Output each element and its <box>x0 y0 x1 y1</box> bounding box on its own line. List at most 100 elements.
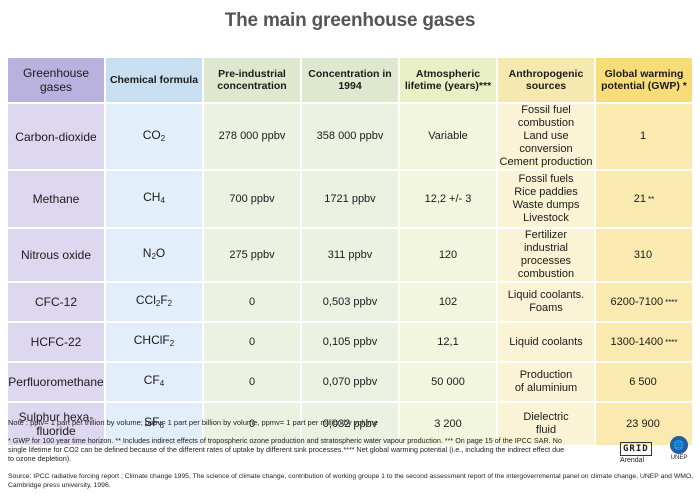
formula-subscript: 2 <box>155 299 161 308</box>
gwp-value: 6200-7100 <box>610 295 664 308</box>
sources-cell: Liquid coolants <box>498 323 594 361</box>
pre-industrial-value: 0 <box>248 417 256 430</box>
gwp-cell: 6200-7100 **** <box>596 283 692 321</box>
table-row: CFC-12 CCl2F2 0 0,503 ppbv 102 Liquid coolant… <box>8 283 692 321</box>
pre-industrial-value: 0 <box>248 335 256 348</box>
concentration-1994-value: 0,503 ppbv <box>322 295 378 308</box>
sources-cell: Dielectric fluid <box>498 403 594 445</box>
gwp-cell: 6 500 <box>596 363 692 401</box>
concentration-1994-value: 358 000 ppbv <box>316 130 384 142</box>
formula-base: CF <box>143 373 160 387</box>
concentration-1994-cell: 0,503 ppbv <box>302 283 398 321</box>
table-row: Methane CH4 700 ppbv 1721 ppbv 12,2 +/- 3 Fos… <box>8 171 692 227</box>
gas-name: Nitrous oxide <box>20 248 92 262</box>
sources-cell: Fossil fuels Rice paddies Waste dumps Lives… <box>498 171 594 227</box>
lifetime-value: Variable <box>428 130 468 142</box>
lifetime-value: 120 <box>438 248 458 261</box>
source-line: Rice paddies <box>514 186 578 198</box>
table-row: Sulphur hexa-fluoride SF6 0 0,032 ppbv 3 200… <box>8 403 692 445</box>
lifetime-value: 12,1 <box>437 335 459 348</box>
lifetime-value: 12,2 +/- 3 <box>424 192 472 205</box>
source-line: Production <box>519 369 573 381</box>
header-greenhouse-gases: Greenhouse gases <box>8 58 104 102</box>
formula-base: CH <box>143 190 161 204</box>
header-anthropogenic-sources: Anthropogenic sources <box>498 58 594 102</box>
lifetime-cell: 3 200 <box>400 403 496 445</box>
table-row: Nitrous oxide N2O 275 ppbv 311 ppbv 120 Ferti… <box>8 229 692 281</box>
lifetime-cell: 12,2 +/- 3 <box>400 171 496 227</box>
source-line: combustion <box>517 268 575 280</box>
source-line: Livestock <box>523 212 569 224</box>
header-pre-industrial: Pre-industrial concentration <box>204 58 300 102</box>
pre-industrial-value: 278 000 ppbv <box>218 130 286 142</box>
formula-base: CCl <box>135 293 156 307</box>
gwp-footnote-mark: **** <box>665 337 678 347</box>
gwp-value: 21 <box>633 192 646 205</box>
un-emblem-icon: 🌐 <box>670 436 688 454</box>
units-note: Note : pptv= 1 part per trillion by volu… <box>8 418 378 427</box>
gas-name-cell: Perfluoromethane <box>8 363 104 401</box>
gwp-cell: 21 ** <box>596 171 692 227</box>
formula-cell: CF4 <box>106 363 202 401</box>
formula-subscript-2: 2 <box>167 299 173 308</box>
gwp-footnote-mark: **** <box>665 297 678 307</box>
formula-base: CO <box>142 127 161 142</box>
table-row: Perfluoromethane CF4 0 0,070 ppbv 50 000 Prod… <box>8 363 692 401</box>
unep-logo-text: UNEP <box>670 455 688 461</box>
source-note: Source: IPCC radiative forcing report ; … <box>8 473 694 489</box>
source-line: Liquid coolants <box>509 335 583 348</box>
source-line: Fertilizer <box>524 229 568 241</box>
formula-mid: F <box>160 293 168 307</box>
pre-industrial-cell: 278 000 ppbv <box>204 104 300 169</box>
gas-name: Methane <box>32 192 80 206</box>
pre-industrial-value: 275 ppbv <box>229 248 275 261</box>
formula-base: SF <box>144 415 160 429</box>
greenhouse-gases-table: Greenhouse gases Chemical formula Pre-in… <box>6 56 694 447</box>
source-line: of aluminium <box>514 382 578 394</box>
grid-logo-text: GRID <box>620 442 652 456</box>
lifetime-cell: 12,1 <box>400 323 496 361</box>
gas-name: Perfluoromethane <box>8 375 104 389</box>
header-atmospheric-lifetime: Atmospheric lifetime (years)*** <box>400 58 496 102</box>
pre-industrial-value: 700 ppbv <box>229 192 275 205</box>
footnotes: * GWP for 100 year time horizon. ** Incl… <box>8 436 565 463</box>
formula-cell: CHClF2 <box>106 323 202 361</box>
gwp-footnote-mark: ** <box>648 194 655 204</box>
pre-industrial-cell: 0 <box>204 363 300 401</box>
grid-arendal-logo: GRID Arendal <box>620 438 664 464</box>
source-line: industrial processes <box>520 242 572 267</box>
formula-cell: CO2 <box>106 104 202 169</box>
concentration-1994-value: 0,105 ppbv <box>322 335 378 348</box>
formula-subscript: 2 <box>160 133 166 143</box>
concentration-1994-value: 0,070 ppbv <box>322 375 378 388</box>
source-line: Fossil fuels <box>518 173 574 185</box>
gwp-value: 1 <box>639 130 647 142</box>
gwp-cell: 1 <box>596 104 692 169</box>
table-row: HCFC-22 CHClF2 0 0,105 ppbv 12,1 Liquid coola… <box>8 323 692 361</box>
gas-name: HCFC-22 <box>30 335 82 349</box>
gwp-cell: 23 900 <box>596 403 692 445</box>
sources-cell: Fertilizer industrial processes combustion <box>498 229 594 281</box>
header-chemical-formula: Chemical formula <box>106 58 202 102</box>
concentration-1994-cell: 0,070 ppbv <box>302 363 398 401</box>
lifetime-cell: Variable <box>400 104 496 169</box>
pre-industrial-cell: 0 <box>204 403 300 445</box>
sources-cell: Fossil fuel combustion Land use conversio… <box>498 104 594 169</box>
pre-industrial-cell: 275 ppbv <box>204 229 300 281</box>
concentration-1994-cell: 0,032 ppbv <box>302 403 398 445</box>
formula-cell: SF6 <box>106 403 202 445</box>
gas-name-cell: Methane <box>8 171 104 227</box>
formula-subscript: 4 <box>159 379 165 388</box>
gwp-cell: 310 <box>596 229 692 281</box>
gas-name-cell: HCFC-22 <box>8 323 104 361</box>
gwp-cell: 1300-1400 **** <box>596 323 692 361</box>
gas-name-cell: Nitrous oxide <box>8 229 104 281</box>
pre-industrial-value: 0 <box>248 295 256 308</box>
sources-cell: Production of aluminium <box>498 363 594 401</box>
pre-industrial-cell: 0 <box>204 323 300 361</box>
unep-logo: 🌐 UNEP <box>664 436 694 461</box>
source-line: Liquid coolants. <box>507 289 585 301</box>
formula-subscript: 4 <box>160 196 165 205</box>
formula-cell: N2O <box>106 229 202 281</box>
gas-name-cell: Carbon-dioxide <box>8 104 104 169</box>
